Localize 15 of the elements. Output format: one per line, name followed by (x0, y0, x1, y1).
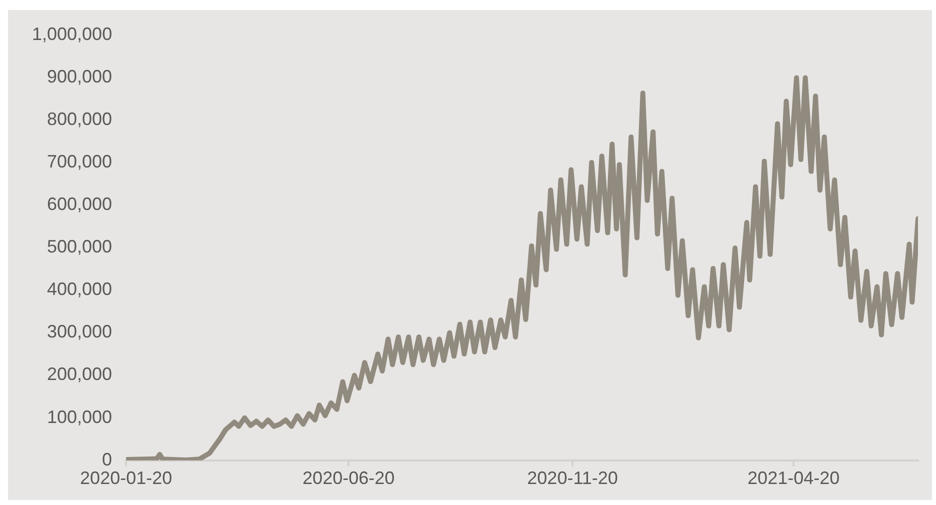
y-tick-label: 500,000 (47, 236, 112, 257)
y-tick-label: 600,000 (47, 194, 112, 214)
y-tick-label: 400,000 (47, 279, 112, 300)
y-tick-label: 100,000 (47, 406, 112, 427)
y-tick-label: 0 (102, 449, 112, 470)
y-tick-label: 900,000 (47, 66, 112, 86)
x-tick-label: 2020-11-20 (527, 468, 618, 488)
y-tick-label: 1,000,000 (32, 24, 112, 44)
y-tick-label: 200,000 (47, 364, 112, 384)
y-tick-label: 800,000 (47, 108, 112, 129)
x-tick-label: 2020-01-20 (80, 468, 172, 488)
y-tick-label: 700,000 (47, 151, 112, 172)
x-tick-label: 2021-04-20 (748, 468, 840, 488)
x-tick-label: 2020-06-20 (302, 468, 395, 488)
y-tick-label: 300,000 (47, 322, 112, 342)
